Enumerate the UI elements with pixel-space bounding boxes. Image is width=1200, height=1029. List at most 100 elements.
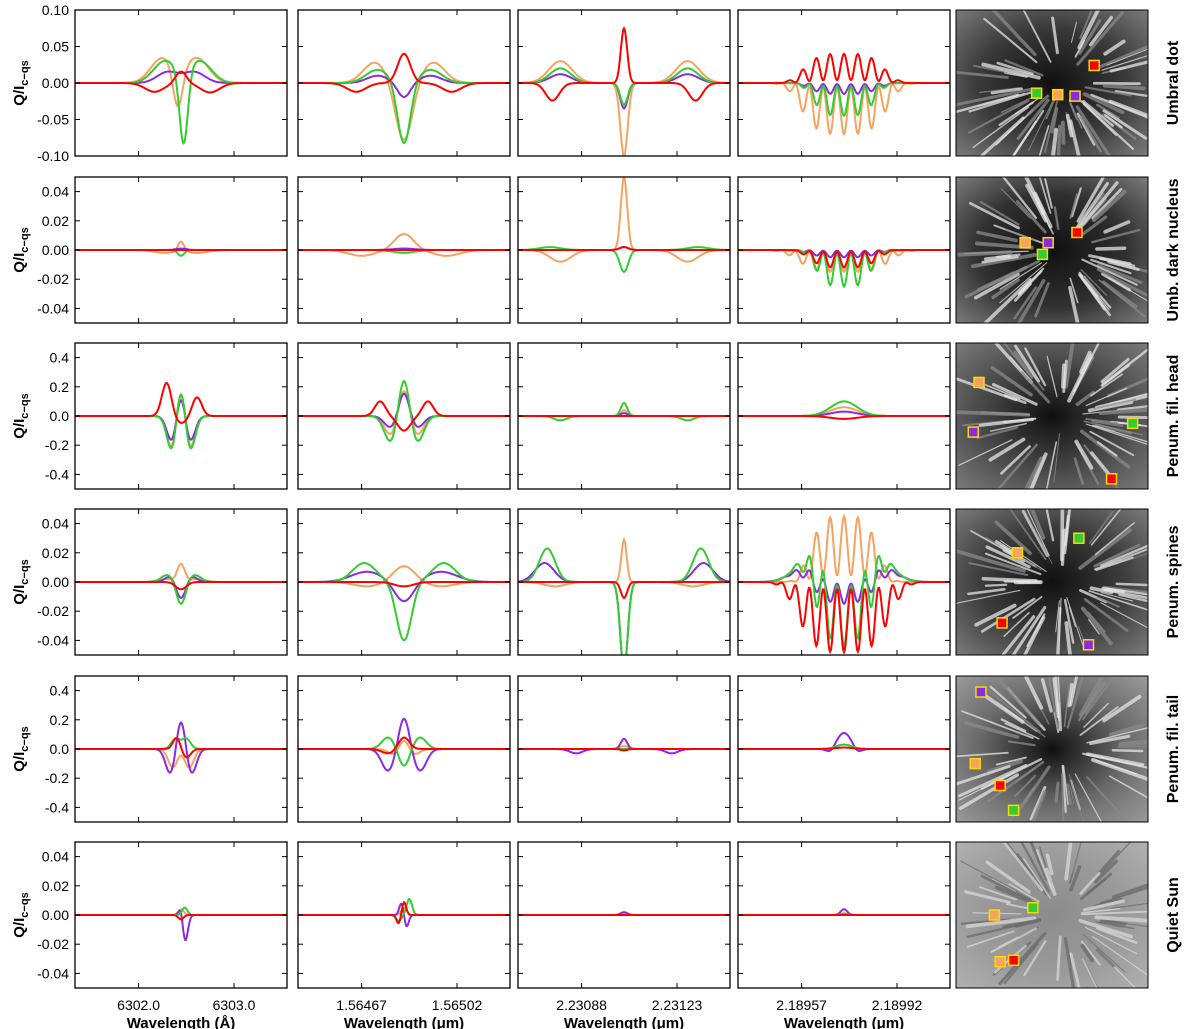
series-line-s4 <box>518 25 730 102</box>
series-line-s1 <box>298 389 510 435</box>
y-tick-label: 0.4 <box>50 350 70 366</box>
sunspot-thumbnail <box>955 9 1149 157</box>
thumbnail-marker-s2 <box>967 426 980 438</box>
series-line-s4 <box>75 581 287 591</box>
panel-1-0 <box>75 240 287 257</box>
y-tick-label: -0.04 <box>37 300 69 316</box>
panel-1-3 <box>738 248 950 289</box>
series-line-s2 <box>518 562 730 655</box>
x-tick-label: 6303.0 <box>213 997 256 1013</box>
series-line-s1 <box>75 562 287 583</box>
y-axis-label: Q/Ic−qs <box>11 227 31 272</box>
panel-2-1 <box>298 379 510 442</box>
panel-3-1 <box>298 562 510 642</box>
series-line-s4 <box>298 900 510 925</box>
y-tick-label: -0.4 <box>45 799 69 815</box>
panel-5-3 <box>738 908 950 916</box>
series-line-s4 <box>75 381 287 424</box>
row-label: Umbral dot <box>1165 40 1182 125</box>
y-tick-label: 0.05 <box>42 39 69 55</box>
series-line-s2 <box>298 717 510 772</box>
thumbnail-marker-s3 <box>1027 901 1039 914</box>
thumbnail-marker-s1 <box>1019 236 1031 249</box>
series-line-s3 <box>518 246 730 274</box>
series-line-s4 <box>738 581 950 655</box>
x-axis-label: Wavelength (μm) <box>344 1015 464 1029</box>
y-axis-label: Q/Ic−qs <box>11 726 31 771</box>
panel-2-3 <box>738 400 950 420</box>
thumbnail-frame <box>955 342 1149 490</box>
thumbnail-marker-s4 <box>1105 473 1118 485</box>
series-line-s4 <box>75 70 287 94</box>
thumbnail-frame <box>955 176 1149 324</box>
y-tick-label: 0.04 <box>42 849 69 865</box>
series-line-s3 <box>738 400 950 417</box>
series-line-s3 <box>75 393 287 450</box>
series-line-s1 <box>75 392 287 448</box>
row-label: Penum. fil. head <box>1165 355 1182 478</box>
y-tick-label: -0.10 <box>37 148 69 164</box>
series-line-s1 <box>298 61 510 141</box>
y-axis-label: Q/Ic−qs <box>11 60 31 105</box>
thumbnail-marker-s1 <box>973 376 985 389</box>
panel-0-0 <box>75 56 287 145</box>
y-tick-label: -0.02 <box>37 271 69 287</box>
x-tick-label: 2.18992 <box>872 997 923 1013</box>
y-tick-label: -0.04 <box>37 965 69 981</box>
panel-5-2 <box>518 911 730 916</box>
y-tick-label: 0.0 <box>50 408 70 424</box>
x-tick-label: 1.56467 <box>336 997 387 1013</box>
panel-4-3 <box>738 731 950 753</box>
series-line-s1 <box>738 82 950 137</box>
series-line-s1 <box>75 240 287 255</box>
y-tick-label: -0.4 <box>45 466 69 482</box>
series-line-s4 <box>738 249 950 269</box>
thumbnail-marker-s2 <box>1069 90 1081 102</box>
y-axis-label: Q/Ic−qs <box>11 393 31 438</box>
panel-frame <box>517 9 731 157</box>
series-line-s4 <box>75 914 287 921</box>
panel-5-0 <box>75 906 287 941</box>
panel-5-1 <box>298 898 510 927</box>
panel-0-1 <box>298 52 510 145</box>
sunspot-thumbnail <box>955 342 1149 490</box>
panel-3-0 <box>75 562 287 605</box>
thumbnail-marker-s1 <box>1011 547 1024 559</box>
series-line-s3 <box>298 68 510 145</box>
thumbnail-marker-s1 <box>1052 88 1064 101</box>
series-line-s2 <box>75 576 287 599</box>
thumbnail-marker-s2 <box>1082 639 1095 651</box>
thumbnail-marker-s1 <box>969 757 981 770</box>
thumbnail-marker-s4 <box>1071 226 1083 239</box>
panel-3-3 <box>738 513 950 655</box>
thumbnail-frame <box>955 9 1149 157</box>
y-tick-label: 0.02 <box>42 213 69 229</box>
y-axis-label: Q/Ic−qs <box>11 892 31 937</box>
series-line-s4 <box>75 736 287 759</box>
x-axis-label: Wavelength (Å) <box>127 1015 236 1029</box>
series-line-s4 <box>518 748 730 752</box>
thumbnail-marker-s2 <box>1042 236 1054 249</box>
panel-4-2 <box>518 737 730 755</box>
series-line-s4 <box>298 400 510 432</box>
y-tick-label: -0.02 <box>37 603 69 619</box>
thumbnail-marker-s1 <box>988 909 1001 921</box>
x-tick-label: 6302.0 <box>117 997 160 1013</box>
series-line-s2 <box>75 399 287 441</box>
y-tick-label: 0.00 <box>42 75 69 91</box>
sunspot-thumbnail <box>955 841 1149 989</box>
series-line-s1 <box>298 565 510 588</box>
y-tick-label: 0.10 <box>42 2 69 18</box>
row-label: Penum. fil. tail <box>1165 695 1182 803</box>
thumbnail-marker-s3 <box>1126 417 1139 430</box>
series-line-s3 <box>518 67 730 107</box>
panel-0-2 <box>518 25 730 156</box>
panel-2-0 <box>75 381 287 450</box>
row-label: Penum. spines <box>1165 525 1182 638</box>
thumbnail-marker-s4 <box>996 617 1008 629</box>
sunspot-thumbnail <box>955 675 1149 823</box>
x-tick-label: 2.23088 <box>556 997 607 1013</box>
panel-4-0 <box>75 721 287 774</box>
series-line-s1 <box>75 748 287 769</box>
